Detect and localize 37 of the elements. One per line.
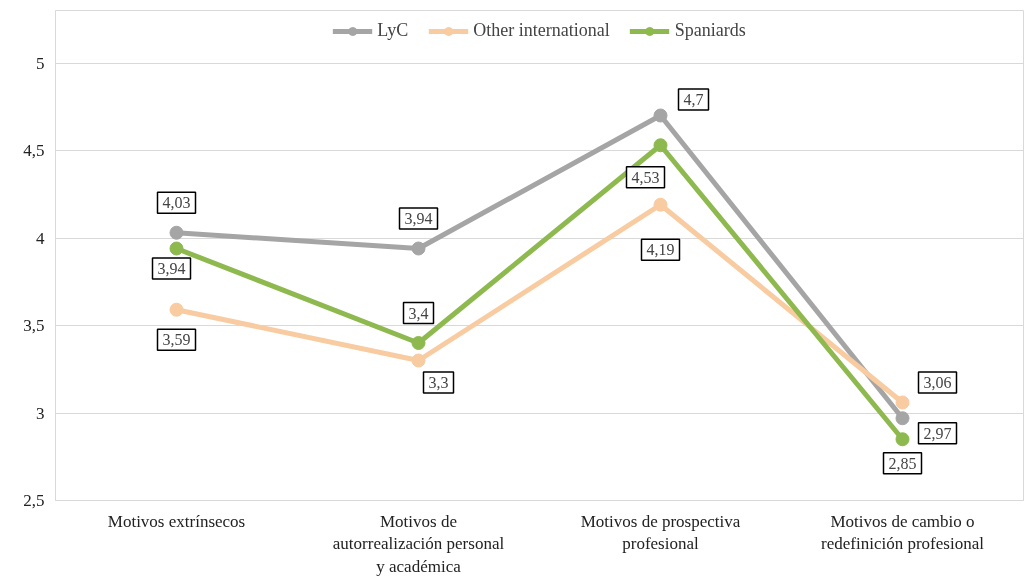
data-label: 4,53 (631, 168, 660, 186)
point (895, 395, 910, 410)
legend-label: Other international (473, 20, 610, 41)
x-tick-label: Motivos de prospectiva profesional (580, 511, 741, 554)
point (169, 225, 184, 240)
y-tick-label: 3,5 (23, 316, 45, 335)
point (895, 411, 910, 426)
data-label: 2,85 (888, 454, 917, 472)
point (169, 241, 184, 256)
point (411, 241, 426, 256)
point (653, 197, 668, 212)
data-label: 4,03 (162, 194, 191, 212)
data-label: 4,19 (646, 241, 675, 259)
y-tick-label: 4 (36, 228, 45, 248)
point (895, 432, 910, 447)
data-label: 3,59 (162, 331, 191, 349)
data-label: 4,7 (683, 91, 704, 108)
data-label: 3,94 (157, 260, 186, 277)
y-tick-label: 2,5 (23, 491, 45, 510)
data-label: 3,3 (428, 374, 449, 391)
point (653, 108, 668, 123)
point (169, 302, 184, 317)
y-tick-label: 5 (36, 53, 45, 73)
y-tick-label: 3 (36, 403, 45, 423)
legend-label: LyC (377, 20, 409, 41)
point (653, 138, 668, 153)
data-label: 3,94 (404, 210, 433, 227)
x-tick-label: Motivos de cambio o redefinición profesional (821, 511, 985, 554)
data-label: 2,97 (923, 424, 952, 442)
x-tick-label: Motivos de autorrealización personal y académica (332, 511, 505, 577)
legend-label: Spaniards (674, 20, 746, 41)
point (411, 336, 426, 350)
point (411, 353, 426, 368)
y-tick-label: 4,5 (23, 141, 45, 160)
data-label: 3,06 (923, 374, 952, 391)
x-tick-label: Motivos extrínsecos (107, 511, 246, 531)
data-label: 3,4 (408, 304, 429, 322)
